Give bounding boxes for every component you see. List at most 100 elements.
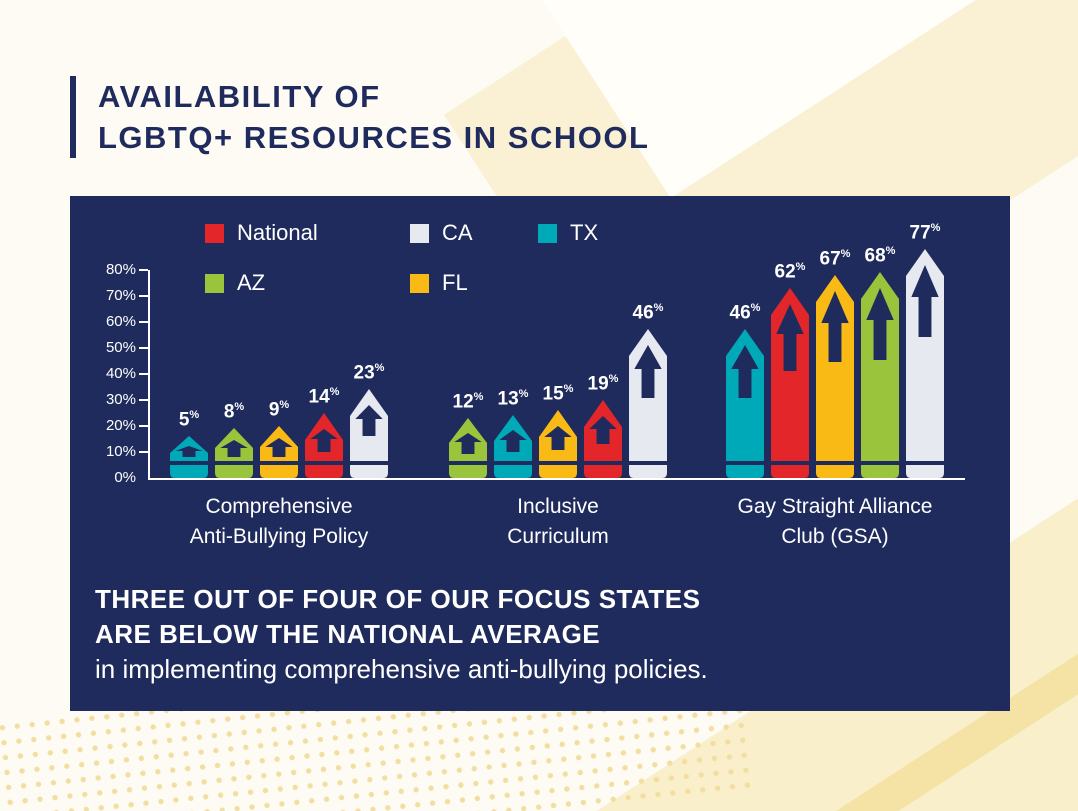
pencil-bar-national [584, 399, 622, 478]
x-axis-line [148, 478, 965, 480]
legend-item-fl: FL [410, 270, 538, 296]
y-axis-tick-label: 10% [105, 443, 136, 460]
y-axis-tick-label: 80% [105, 261, 136, 278]
chart-panel: National CA TX AZ FL 0% 10% 20% 30% 40% 50% 60% 70%… [70, 196, 1010, 711]
pencil-bar-ca [350, 388, 388, 478]
y-axis-tick-label: 50% [105, 339, 136, 356]
y-axis-tick [139, 373, 148, 375]
title-block: AVAILABILITY OF LGBTQ+ RESOURCES IN SCHO… [70, 76, 649, 158]
legend-label: TX [570, 220, 599, 245]
y-axis-tick-label: 30% [105, 391, 136, 408]
pencil-icon [494, 415, 532, 478]
pencil-icon [726, 329, 764, 478]
y-axis-tick-label: 70% [105, 287, 136, 304]
pencil-icon [260, 426, 298, 478]
y-axis-tick-label: 40% [105, 365, 136, 382]
pencil-icon [629, 329, 667, 478]
bar-value-label: 23% [353, 362, 385, 384]
pencil-bar-national [305, 412, 343, 478]
bar-chart: 0% 10% 20% 30% 40% 50% 60% 70% 80% 5% 8% 9% 14% 23% Co… [70, 196, 1010, 711]
pencil-icon [861, 272, 899, 478]
bar-value-label: 14% [308, 386, 340, 408]
legend-swatch-ca [410, 223, 429, 243]
y-axis-tick [139, 321, 148, 323]
pencil-icon [771, 288, 809, 478]
page-title-line-2: LGBTQ+ RESOURCES IN SCHOOL [98, 120, 650, 155]
pencil-bar-tx [170, 435, 208, 478]
legend-item-national: National [205, 220, 410, 246]
bar-value-label: 77% [909, 222, 941, 244]
pencil-bar-national [771, 287, 809, 478]
pencil-bar-az [449, 417, 487, 478]
legend-swatch-fl [410, 273, 429, 293]
pencil-icon [170, 436, 208, 478]
pencil-icon [215, 428, 253, 478]
pencil-icon [584, 400, 622, 478]
callout-bold-line-2: ARE BELOW THE NATIONAL AVERAGE [95, 619, 601, 649]
legend-item-tx: TX [538, 220, 598, 246]
pencil-icon [539, 410, 577, 478]
pencil-icon [305, 413, 343, 478]
bar-value-label: 67% [819, 248, 851, 270]
y-axis-line [148, 270, 150, 478]
bar-value-label: 46% [729, 302, 761, 324]
legend-item-az: AZ [205, 270, 410, 296]
y-axis-tick-label: 0% [114, 469, 136, 486]
legend-label: AZ [237, 270, 266, 295]
y-axis-tick [139, 399, 148, 401]
category-label-line: Anti-Bullying Policy [189, 525, 369, 548]
legend-label: CA [442, 220, 473, 245]
pencil-bar-az [861, 271, 899, 478]
legend-swatch-tx [538, 223, 557, 243]
bar-value-label: 46% [632, 302, 664, 324]
category-label-line: Comprehensive [205, 495, 353, 518]
bar-value-label: 62% [774, 261, 806, 283]
category-label-line: Inclusive [517, 495, 599, 518]
legend-swatch-az [205, 273, 224, 293]
category-label-line: Gay Straight Alliance [737, 495, 933, 518]
bar-value-label: 9% [268, 399, 290, 421]
pencil-bar-ca [906, 248, 944, 478]
y-axis-tick [139, 295, 148, 297]
y-axis-tick-label: 60% [105, 313, 136, 330]
pencil-icon [350, 389, 388, 478]
y-axis-tick [139, 269, 148, 271]
pencil-bar-tx [494, 414, 532, 478]
y-axis-tick [139, 347, 148, 349]
category-label: Gay Straight Alliance Club (GSA) [665, 492, 1005, 552]
page-title-line-1: AVAILABILITY OF [98, 79, 381, 114]
legend-item-ca: CA [410, 220, 538, 246]
y-axis-tick [139, 425, 148, 427]
callout-bold-line-1: THREE OUT OF FOUR OF OUR FOCUS STATES [95, 584, 701, 614]
pencil-bar-fl [539, 409, 577, 478]
chart-legend: National CA TX AZ FL [205, 220, 598, 296]
legend-swatch-national [205, 223, 224, 243]
pencil-bar-fl [816, 274, 854, 478]
page-title: AVAILABILITY OF LGBTQ+ RESOURCES IN SCHO… [98, 76, 649, 158]
category-label-line: Club (GSA) [781, 525, 889, 548]
pencil-icon [816, 275, 854, 478]
bar-value-label: 8% [223, 401, 245, 423]
pencil-bar-tx [726, 328, 764, 478]
bar-value-label: 68% [864, 245, 896, 267]
category-label: Comprehensive Anti-Bullying Policy [109, 492, 449, 552]
bar-value-label: 12% [452, 391, 484, 413]
pencil-bar-ca [629, 328, 667, 478]
pencil-bar-fl [260, 425, 298, 478]
legend-label: FL [442, 270, 468, 295]
bar-value-label: 15% [542, 383, 574, 405]
bar-value-label: 19% [587, 373, 619, 395]
pencil-bar-az [215, 427, 253, 478]
pencil-icon [906, 249, 944, 478]
callout-text: THREE OUT OF FOUR OF OUR FOCUS STATES AR… [95, 582, 708, 687]
legend-label: National [237, 220, 318, 245]
callout-regular-line: in implementing comprehensive anti-bully… [95, 654, 708, 684]
bar-value-label: 5% [178, 409, 200, 431]
y-axis-tick-label: 20% [105, 417, 136, 434]
bar-value-label: 13% [497, 388, 529, 410]
category-label: Inclusive Curriculum [388, 492, 728, 552]
title-accent-bar [70, 76, 76, 158]
category-label-line: Curriculum [507, 525, 609, 548]
y-axis-tick [139, 451, 148, 453]
